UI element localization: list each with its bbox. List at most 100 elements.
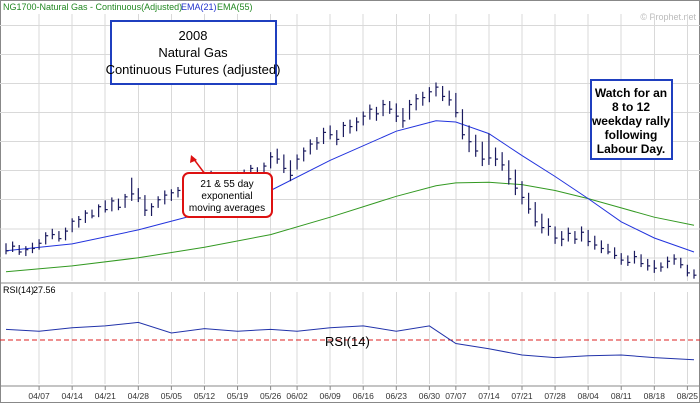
- title-callout-line-2: Natural Gas: [158, 45, 228, 60]
- price-bar: [382, 99, 386, 117]
- ema21-line: [5, 120, 695, 253]
- price-bar: [395, 103, 399, 122]
- price-bar: [336, 130, 340, 146]
- x-tick-label: 04/21: [95, 391, 117, 401]
- price-bar: [528, 192, 532, 214]
- price-bar: [18, 245, 22, 255]
- price-bar: [567, 227, 571, 242]
- rally-callout-line-1: Watch for an: [595, 86, 667, 100]
- price-bar: [607, 243, 611, 255]
- price-bar: [494, 147, 499, 167]
- price-bar: [547, 218, 551, 236]
- x-tick-label: 07/14: [478, 391, 500, 401]
- price-bar: [375, 106, 379, 121]
- price-bar: [296, 154, 300, 170]
- x-tick-label: 07/07: [445, 391, 467, 401]
- price-bar: [283, 154, 287, 174]
- x-tick-label: 06/09: [320, 391, 342, 401]
- title-callout-line-3: Continuous Futures (adjusted): [106, 62, 281, 77]
- price-bar: [170, 189, 174, 201]
- x-tick-label: 07/21: [511, 391, 533, 401]
- price-bar: [448, 90, 452, 106]
- x-tick-label: 05/19: [227, 391, 249, 401]
- price-bar: [131, 177, 135, 201]
- price-bar: [329, 125, 333, 140]
- title-callout-box: [110, 20, 277, 85]
- ema55-line: [5, 181, 695, 273]
- x-tick-label: 04/14: [62, 391, 84, 401]
- ema21-legend: EMA(21): [181, 2, 217, 12]
- price-bar: [488, 133, 492, 165]
- title-callout-line-1: 2008: [179, 28, 208, 43]
- x-tick-label: 08/25: [677, 391, 699, 401]
- price-bar: [98, 204, 102, 218]
- rsi-header-label: RSI(14): [3, 285, 34, 295]
- price-bar: [633, 250, 637, 264]
- rsi-line: [5, 321, 695, 361]
- price-bar: [5, 243, 9, 255]
- price-bar: [508, 160, 512, 185]
- price-bars: [5, 82, 697, 279]
- price-bar: [51, 228, 55, 240]
- ema55-layer: [5, 181, 695, 273]
- price-bar: [600, 240, 604, 254]
- title-callout: 2008 Natural Gas Continuous Futures (adj…: [106, 20, 281, 85]
- price-bar: [468, 125, 472, 153]
- price-bar: [580, 226, 585, 242]
- price-bar: [71, 218, 75, 233]
- price-bar: [144, 195, 148, 216]
- price-bar: [316, 137, 320, 150]
- rally-callout: Watch for an 8 to 12 weekday rally follo…: [590, 79, 673, 160]
- x-tick-label: 07/28: [544, 391, 566, 401]
- price-bar: [157, 196, 161, 208]
- price-bar: [124, 193, 128, 208]
- price-bar: [620, 253, 624, 265]
- price-bar: [514, 169, 518, 196]
- rally-callout-line-4: following: [605, 128, 658, 142]
- price-bar: [481, 141, 485, 167]
- price-bar: [289, 160, 293, 182]
- price-bar: [111, 197, 115, 212]
- price-bar: [322, 127, 327, 145]
- price-bar: [137, 188, 141, 203]
- price-bar: [461, 109, 465, 140]
- x-tick-label: 05/26: [260, 391, 282, 401]
- rally-callout-box: [590, 79, 673, 160]
- x-tick-label: 05/12: [194, 391, 216, 401]
- x-tick-label: 08/04: [578, 391, 600, 401]
- rsi-panel: RSI(14) 27.56 RSI(14): [0, 285, 700, 384]
- price-bar: [587, 229, 591, 247]
- price-bar: [78, 215, 82, 228]
- price-bar: [554, 226, 558, 244]
- price-bar: [389, 101, 393, 114]
- price-bar: [342, 121, 346, 138]
- price-bar: [435, 82, 439, 97]
- price-bar: [91, 209, 95, 219]
- x-tick-label: 06/16: [353, 391, 375, 401]
- price-bar: [408, 99, 413, 120]
- price-bar: [442, 85, 446, 102]
- price-bar: [303, 147, 307, 162]
- rally-callout-line-5: Labour Day.: [597, 142, 665, 156]
- ma-callout-line-1: 21 & 55 day: [200, 179, 253, 190]
- x-tick-label: 08/18: [644, 391, 666, 401]
- price-bar: [660, 262, 664, 272]
- price-bar: [402, 108, 406, 128]
- price-bar: [270, 152, 274, 169]
- price-bar: [455, 92, 459, 118]
- price-bar: [693, 269, 697, 279]
- rally-callout-line-2: 8 to 12: [612, 100, 650, 114]
- price-bar: [647, 258, 651, 271]
- x-tick-label: 06/23: [386, 391, 408, 401]
- price-bar: [561, 231, 565, 247]
- watermark-text: © Prophet.net: [640, 12, 696, 22]
- price-bar: [666, 256, 671, 269]
- ma-callout-line-2: exponential: [201, 191, 252, 202]
- price-bar: [309, 139, 313, 155]
- price-bar: [422, 91, 426, 106]
- price-bar: [356, 117, 360, 132]
- price-bar: [31, 242, 35, 254]
- price-bar: [58, 231, 62, 242]
- price-bar: [45, 232, 49, 245]
- price-bar: [369, 104, 373, 120]
